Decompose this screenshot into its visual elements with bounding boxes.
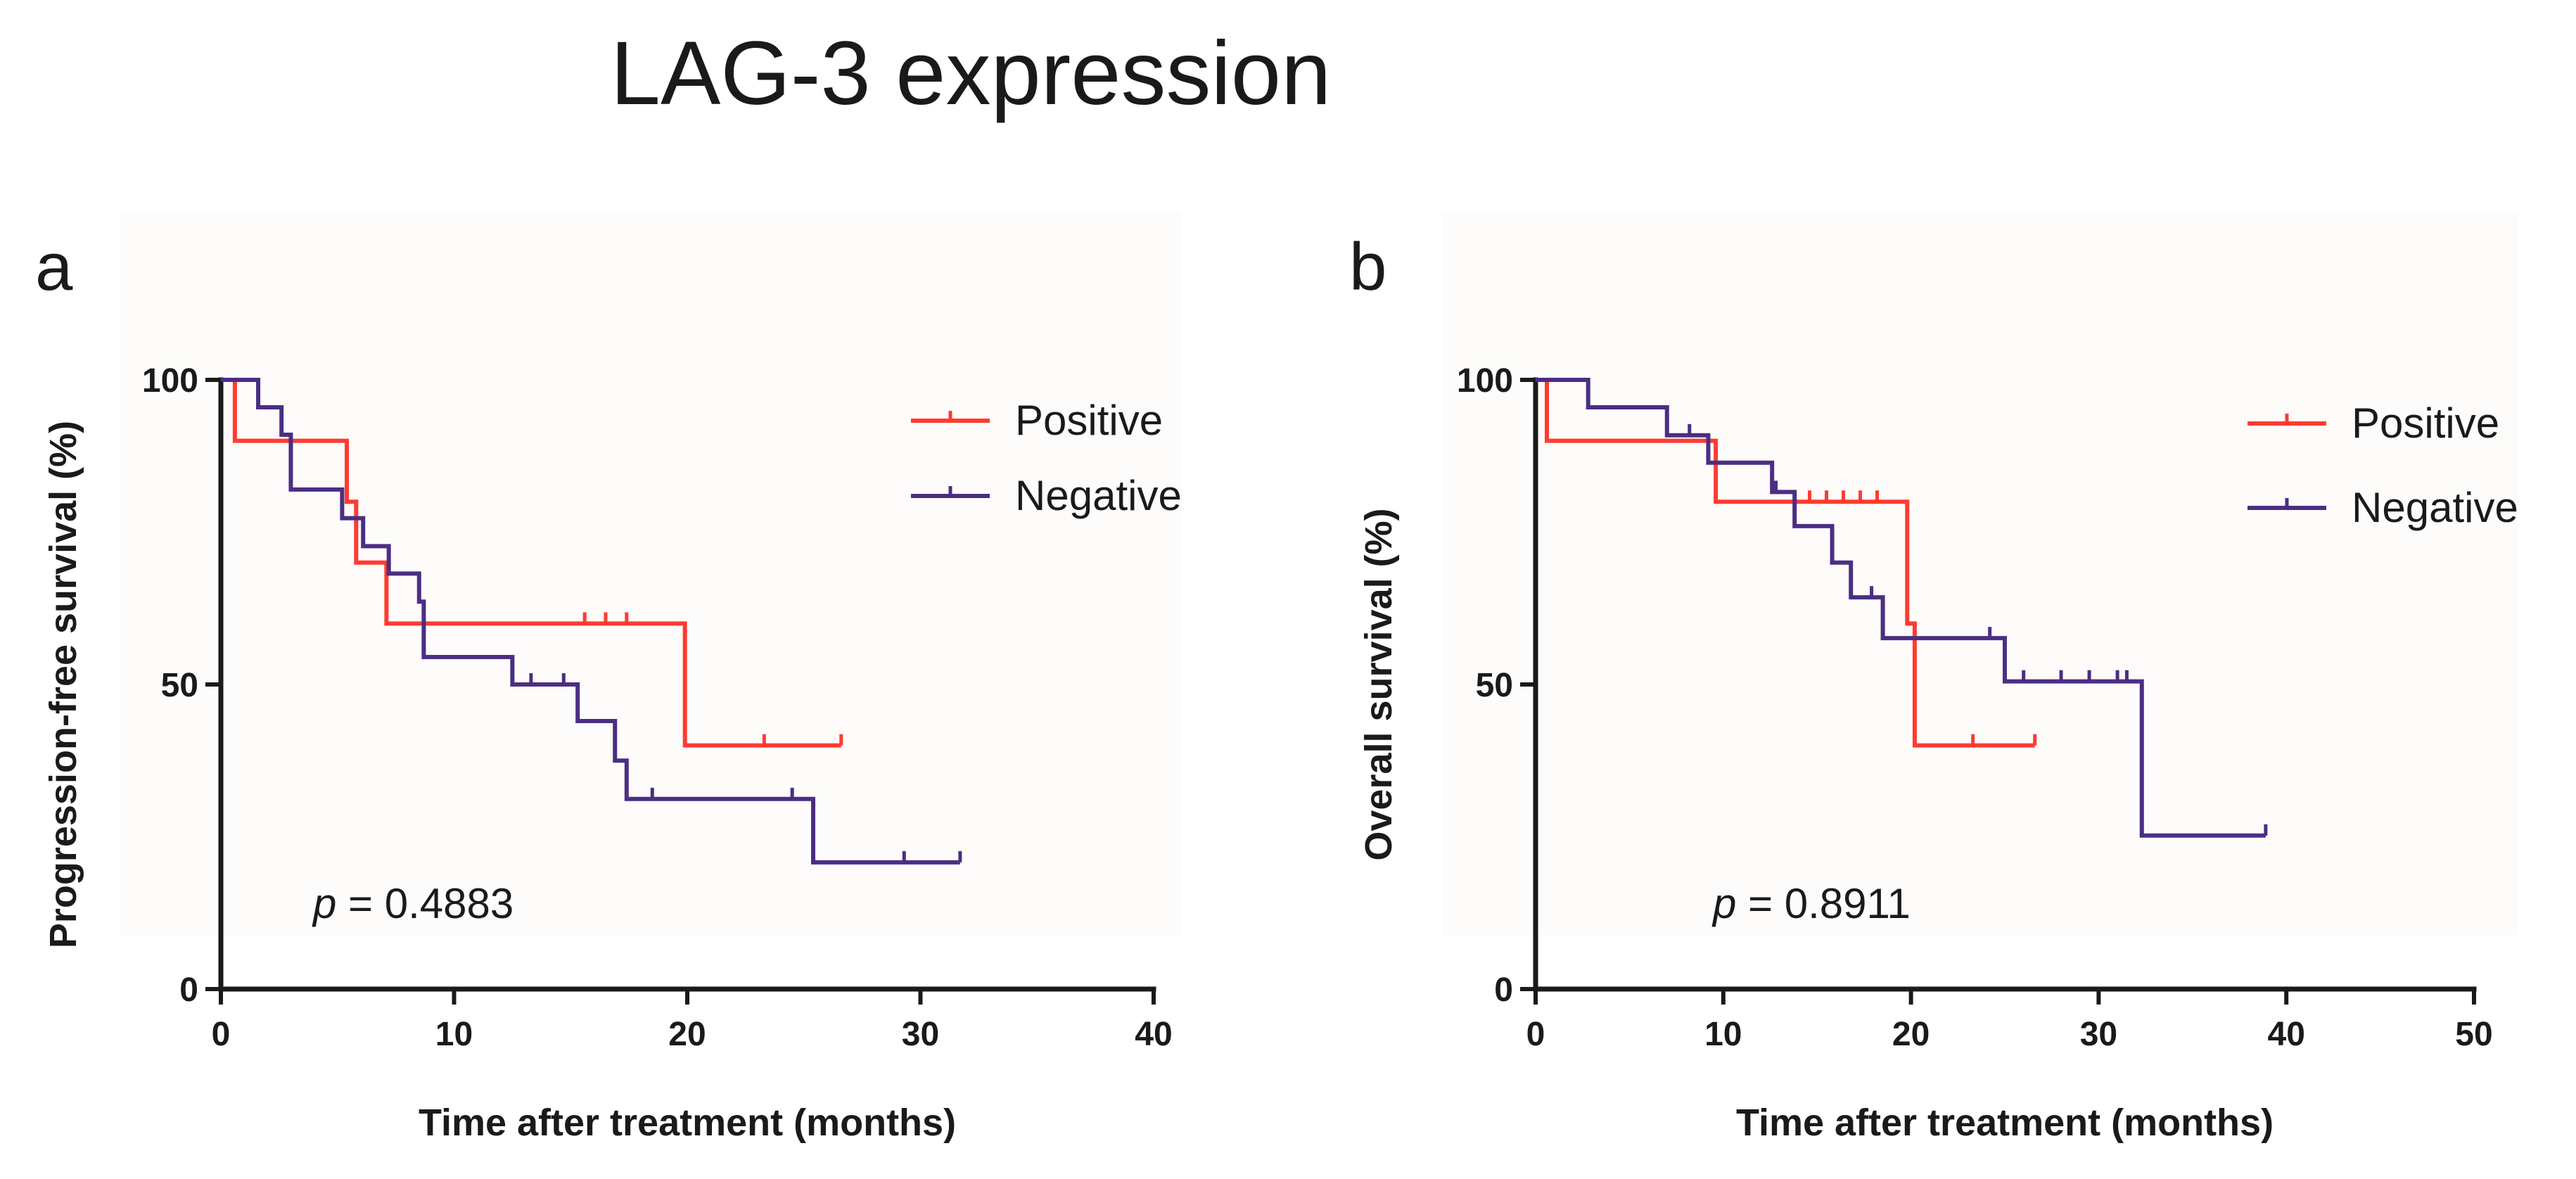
x-tick-label: 40 — [2268, 1016, 2305, 1053]
x-tick-label: 50 — [2455, 1016, 2492, 1053]
panel-background — [120, 211, 1182, 936]
panel-letter: b — [1349, 229, 1386, 305]
y-tick-label: 50 — [1476, 667, 1513, 704]
p-value-text: = 0.8911 — [1748, 880, 1911, 927]
y-tick-label: 50 — [161, 667, 198, 704]
legend-entry-positive: Positive — [2352, 400, 2499, 447]
legend-entry-negative: Negative — [2352, 484, 2518, 531]
legend-entry-negative: Negative — [1015, 472, 1182, 519]
km-curve-positive — [1536, 378, 2035, 748]
y-tick-label: 100 — [1457, 362, 1513, 400]
panel-a: a 0 50 100 0 10 20 30 40 Time after treatment (mo… — [35, 211, 1182, 1144]
km-curve-positive — [221, 378, 841, 748]
panel-b: b 0 50 100 0 10 20 30 40 50 Time after treatment (… — [1349, 211, 2518, 1144]
x-axis-label: Time after treatment (months) — [419, 1102, 956, 1144]
x-tick-label: 0 — [212, 1016, 231, 1053]
km-curve-negative — [1536, 378, 2266, 838]
p-value-symbol: p — [312, 880, 348, 927]
y-tick-label: 0 — [1494, 971, 1513, 1009]
x-tick-label: 10 — [1704, 1016, 1742, 1053]
x-axis-label: Time after treatment (months) — [1736, 1102, 2274, 1144]
x-tick-label: 20 — [1892, 1016, 1930, 1053]
p-value-annotation: p = 0.4883 — [312, 880, 514, 927]
p-value-annotation: p = 0.8911 — [1711, 880, 1911, 927]
x-tick-label: 30 — [902, 1016, 939, 1053]
x-tick-label: 20 — [668, 1016, 706, 1053]
x-tick-label: 10 — [435, 1016, 473, 1053]
y-tick-label: 100 — [142, 362, 198, 400]
p-value-symbol: p — [1711, 880, 1748, 927]
km-curve-negative — [221, 378, 960, 865]
legend-entry-positive: Positive — [1015, 397, 1163, 444]
x-tick-label: 0 — [1526, 1016, 1545, 1053]
panel-background — [1442, 211, 2518, 936]
p-value-text: = 0.4883 — [348, 880, 514, 927]
y-tick-label: 0 — [179, 971, 198, 1009]
x-tick-label: 30 — [2080, 1016, 2117, 1053]
y-axis-label: Overall survival (%) — [1358, 508, 1400, 860]
figure-title: LAG-3 expression — [611, 23, 1332, 124]
x-tick-label: 40 — [1135, 1016, 1172, 1053]
panel-letter: a — [35, 229, 73, 305]
y-axis-label: Progression-free survival (%) — [42, 421, 84, 948]
